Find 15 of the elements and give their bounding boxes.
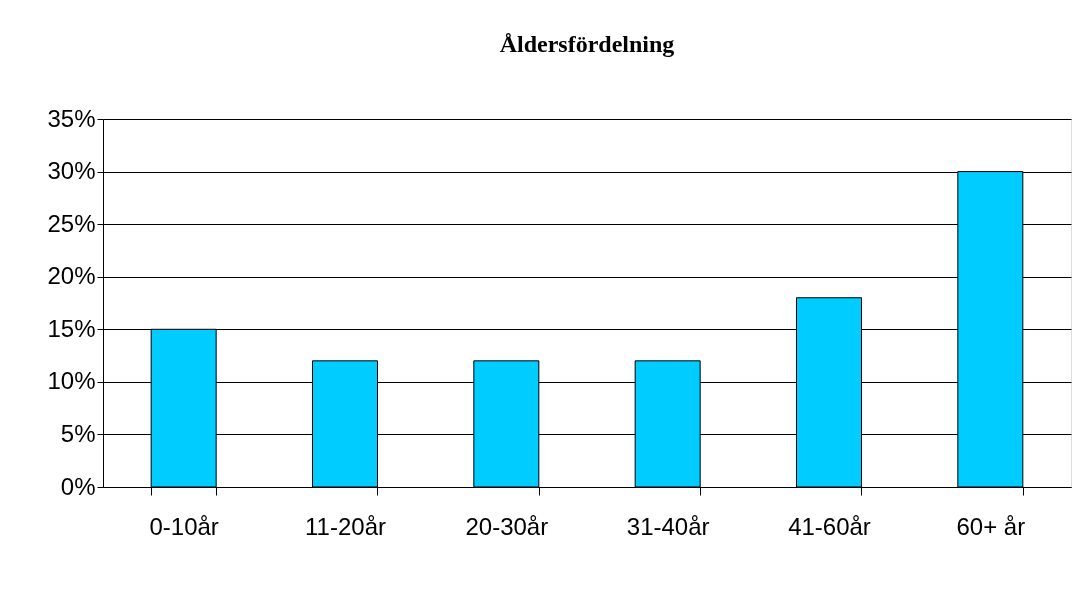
y-tick-label: 35% xyxy=(47,104,96,132)
y-tick-label: 15% xyxy=(47,314,96,342)
chart-title: Åldersfördelning xyxy=(499,31,675,57)
x-tick-label: 20-30år xyxy=(465,512,549,540)
y-tick-label: 20% xyxy=(47,262,96,290)
x-tick-label: 41-60år xyxy=(788,512,871,540)
y-tick-label: 30% xyxy=(47,157,96,185)
x-tick-label: 60+ år xyxy=(956,512,1026,540)
x-tick-label: 0-10år xyxy=(149,512,219,540)
y-tick-label: 5% xyxy=(60,419,96,447)
x-tick-label: 11-20år xyxy=(305,512,386,540)
y-tick-label: 25% xyxy=(47,209,96,237)
y-tick-label: 10% xyxy=(47,367,96,395)
y-tick-label: 0% xyxy=(60,472,96,500)
x-tick-label: 31-40år xyxy=(626,512,710,540)
